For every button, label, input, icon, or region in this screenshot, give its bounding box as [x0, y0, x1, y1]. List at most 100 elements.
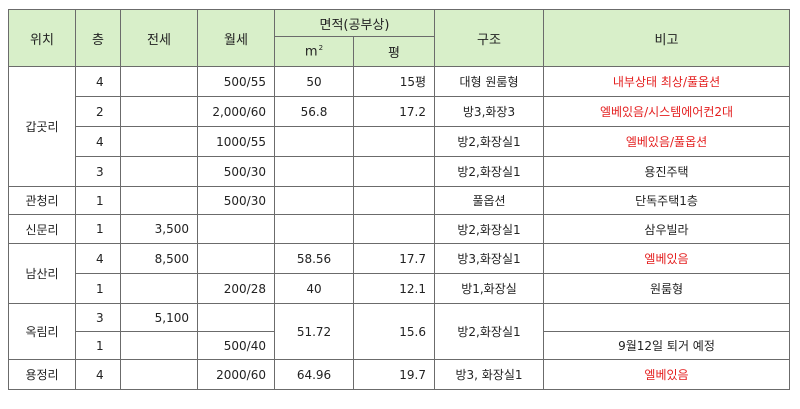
- monthly-cell: 200/28: [197, 273, 275, 304]
- floor-cell: 2: [75, 96, 121, 127]
- monthly-cell: [197, 243, 275, 274]
- sqm-cell: [274, 126, 354, 157]
- pyeong-cell: [353, 156, 435, 187]
- pyeong-cell: 15.6: [353, 303, 435, 360]
- sqm-cell: 40: [274, 273, 354, 304]
- note-cell: [543, 303, 790, 332]
- header-floor: 층: [75, 9, 121, 67]
- structure-cell: 방2,화장실1: [434, 156, 544, 187]
- table-row: 4 1000/55 방2,화장실1 엘베있음/풀옵션: [9, 126, 790, 157]
- table-row: 신문리 1 3,500 방2,화장실1 삼우빌라: [8, 214, 790, 244]
- jeonse-cell: [120, 273, 198, 304]
- note-cell: 엘베있음/풀옵션: [543, 126, 790, 157]
- table-row: 옥림리 3 5,100 51.72 15.6 방2,화장실1: [8, 303, 790, 360]
- pyeong-cell: 17.7: [353, 243, 435, 274]
- pyeong-cell: 12.1: [353, 273, 435, 304]
- note-cell: 엘베있음/시스템에어컨2대: [543, 96, 790, 127]
- floor-cell: 1: [75, 186, 121, 215]
- monthly-cell: 2000/60: [197, 359, 275, 390]
- structure-cell: 대형 원룸형: [434, 66, 544, 97]
- location-cell: 남산리: [8, 243, 76, 304]
- jeonse-cell: [120, 96, 198, 127]
- floor-cell: 4: [75, 359, 121, 390]
- note-cell: 9월12일 퇴거 예정: [543, 331, 790, 360]
- sqm-cell: 51.72: [274, 303, 354, 360]
- sqm-unit-sup: 2: [318, 43, 324, 52]
- sqm-unit: m: [304, 44, 318, 60]
- location-cell: 용정리: [8, 359, 76, 390]
- pyeong-cell: [353, 126, 435, 157]
- note-cell: 내부상태 최상/풀옵션: [543, 66, 790, 97]
- table-row: 남산리 4 8,500 58.56 17.7 방3,화장실1 엘베있음: [8, 243, 790, 304]
- note-cell: 삼우빌라: [543, 214, 790, 244]
- table-row: 3 500/30 방2,화장실1 용진주택: [9, 156, 790, 187]
- floor-cell: 1: [75, 214, 121, 244]
- structure-cell: 방2,화장실1: [434, 303, 544, 360]
- structure-cell: 방3,화장실1: [434, 243, 544, 274]
- header-area: 면적(공부상): [274, 9, 435, 37]
- jeonse-cell: 5,100: [120, 303, 198, 332]
- header-monthly: 월세: [197, 9, 275, 67]
- floor-cell: 1: [75, 331, 121, 360]
- monthly-cell: [197, 214, 275, 244]
- header-jeonse: 전세: [120, 9, 198, 67]
- pyeong-cell: 15평: [353, 66, 435, 97]
- monthly-cell: 500/40: [197, 331, 275, 360]
- jeonse-cell: 8,500: [120, 243, 198, 274]
- location-cell: 관청리: [8, 186, 76, 215]
- monthly-cell: 500/30: [197, 156, 275, 187]
- floor-cell: 3: [75, 156, 121, 187]
- header-structure: 구조: [434, 9, 544, 67]
- structure-cell: 풀옵션: [434, 186, 544, 215]
- floor-cell: 4: [75, 126, 121, 157]
- monthly-cell: 500/55: [197, 66, 275, 97]
- jeonse-cell: [120, 359, 198, 390]
- floor-cell: 4: [75, 66, 121, 97]
- sqm-cell: 50: [274, 66, 354, 97]
- listing-table-container: 위치 층 전세 월세 면적(공부상) 구조 비고 m2 평 갑곳리 4 500/…: [8, 9, 790, 390]
- pyeong-cell: 19.7: [353, 359, 435, 390]
- jeonse-cell: [120, 66, 198, 97]
- location-cell: 신문리: [8, 214, 76, 244]
- structure-cell: 방1,화장실: [434, 273, 544, 304]
- table-row: 2 2,000/60 56.8 17.2 방3,화장3 엘베있음/시스템에어컨2…: [9, 96, 790, 127]
- sqm-cell: [274, 156, 354, 187]
- floor-cell: 4: [75, 243, 121, 274]
- sqm-cell: [274, 186, 354, 215]
- monthly-cell: 500/30: [197, 186, 275, 215]
- table-row: 갑곳리 4 500/55 50 15평 대형 원룸형 내부상태 최상/풀옵션: [8, 66, 790, 187]
- pyeong-cell: [353, 214, 435, 244]
- table-row: 용정리 4 2000/60 64.96 19.7 방3, 화장실1 엘베있음: [8, 359, 790, 390]
- jeonse-cell: 3,500: [120, 214, 198, 244]
- table-row: 관청리 1 500/30 풀옵션 단독주택1층: [8, 186, 790, 215]
- note-cell: 엘베있음: [543, 243, 790, 274]
- structure-cell: 방3,화장3: [434, 96, 544, 127]
- structure-cell: 방2,화장실1: [434, 126, 544, 157]
- header-sqm: m2: [274, 36, 354, 67]
- header-note: 비고: [543, 9, 790, 67]
- monthly-cell: 2,000/60: [197, 96, 275, 127]
- jeonse-cell: [120, 186, 198, 215]
- monthly-cell: 1000/55: [197, 126, 275, 157]
- structure-cell: 방3, 화장실1: [434, 359, 544, 390]
- jeonse-cell: [120, 331, 198, 360]
- sqm-cell: 56.8: [274, 96, 354, 127]
- note-cell: 엘베있음: [543, 359, 790, 390]
- structure-cell: 방2,화장실1: [434, 214, 544, 244]
- listing-table: 위치 층 전세 월세 면적(공부상) 구조 비고 m2 평 갑곳리 4 500/…: [8, 9, 790, 390]
- header-pyeong: 평: [353, 36, 435, 67]
- header-location: 위치: [8, 9, 76, 67]
- pyeong-cell: 17.2: [353, 96, 435, 127]
- note-cell: 단독주택1층: [543, 186, 790, 215]
- note-cell: 용진주택: [543, 156, 790, 187]
- sqm-cell: 64.96: [274, 359, 354, 390]
- table-row: 1 200/28 40 12.1 방1,화장실 원룸형: [9, 273, 790, 304]
- table-row: 1 500/40 9월12일 퇴거 예정: [9, 331, 790, 360]
- pyeong-cell: [353, 186, 435, 215]
- jeonse-cell: [120, 126, 198, 157]
- jeonse-cell: [120, 156, 198, 187]
- subheader-row: m2 평: [9, 36, 790, 67]
- location-cell: 갑곳리: [8, 66, 76, 187]
- location-cell: 옥림리: [8, 303, 76, 360]
- note-cell: 원룸형: [543, 273, 790, 304]
